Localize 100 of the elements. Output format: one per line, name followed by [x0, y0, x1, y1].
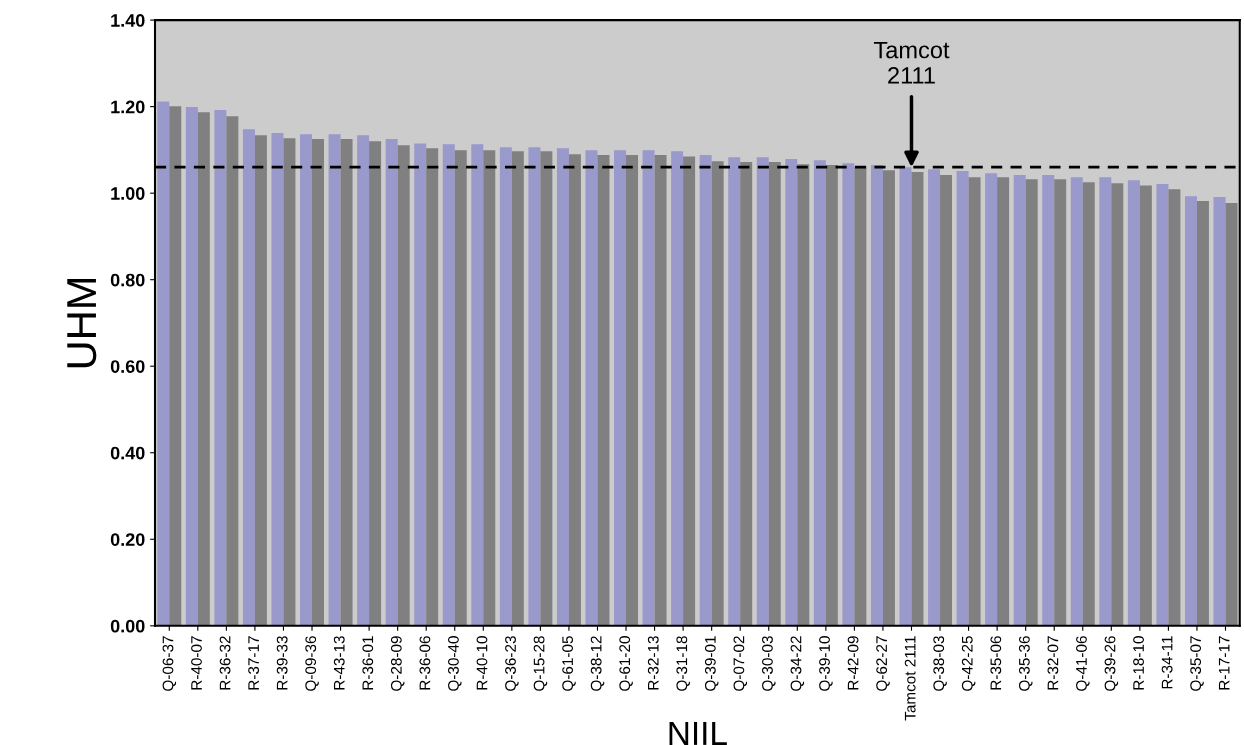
x-tick-label: Q-30-40: [448, 636, 462, 691]
bar: [671, 151, 684, 626]
bar: [1184, 196, 1197, 626]
x-tick-label: Q-30-03: [762, 636, 776, 691]
bar: [626, 155, 639, 626]
x-tick-label: R-39-33: [276, 636, 288, 690]
x-tick-label: R-32-13: [647, 636, 659, 690]
bar: [740, 162, 753, 626]
bar: [312, 139, 324, 626]
x-tick-label: Q-31-18: [676, 636, 690, 691]
bar: [540, 151, 553, 626]
y-tick-label: 0.80: [110, 273, 145, 287]
bar: [654, 155, 667, 626]
bar: [1168, 189, 1181, 626]
bar: [940, 175, 953, 626]
bar: [369, 141, 382, 626]
bar: [1196, 200, 1209, 626]
x-tick-label: Q-15-28: [533, 636, 548, 691]
x-tick-label: Q-38-12: [590, 636, 605, 691]
bar: [797, 164, 810, 626]
bar: [271, 133, 284, 626]
bar: [157, 101, 170, 626]
bar: [385, 139, 398, 626]
x-tick-label: Tamcot 2111: [904, 636, 916, 721]
bar: [226, 116, 239, 626]
bar: [1070, 177, 1083, 626]
x-tick-label: R-17-17: [1218, 636, 1230, 690]
bar: [300, 134, 313, 626]
bar: [585, 150, 598, 626]
bar: [242, 129, 255, 626]
x-tick-label: Q-39-26: [1104, 636, 1119, 691]
y-tick-label: 1.20: [111, 100, 145, 114]
bar: [785, 158, 798, 626]
bar: [825, 165, 838, 626]
bar: [1042, 175, 1055, 626]
bar: [997, 177, 1010, 626]
bar: [1127, 180, 1140, 626]
x-tick-label: Q-39-01: [704, 636, 719, 691]
bar: [511, 151, 524, 626]
bar: [683, 156, 696, 626]
bar: [471, 144, 484, 626]
x-tick-label: R-40-07: [191, 636, 202, 690]
x-tick-label: Q-09-36: [305, 636, 319, 691]
x-tick-label: Q-39-10: [819, 636, 833, 691]
bar: [842, 163, 855, 626]
bar: [528, 147, 541, 626]
x-tick-label: Q-06-37: [162, 636, 177, 691]
bar: [968, 177, 981, 626]
bar: [254, 135, 267, 626]
bar: [985, 173, 998, 626]
bar: [1054, 179, 1067, 626]
bar: [1013, 175, 1026, 626]
x-tick-label: R-40-10: [476, 636, 488, 690]
bar: [597, 155, 610, 626]
bar: [328, 134, 341, 626]
y-tick-label: 1.00: [111, 187, 145, 200]
bar: [642, 150, 655, 626]
bar: [414, 143, 427, 626]
bar: [1099, 177, 1112, 626]
bar: [568, 154, 581, 626]
x-tick-label: R-37-17: [248, 636, 260, 690]
x-tick-label: Q-35-07: [1190, 636, 1204, 691]
bar: [197, 112, 210, 626]
x-tick-label: Q-38-03: [933, 636, 947, 691]
y-tick-label: 1.40: [111, 14, 145, 27]
x-tick-label: R-36-06: [419, 636, 431, 690]
x-tick-label: R-18-10: [1133, 636, 1144, 690]
bar: [768, 162, 781, 626]
bar: [214, 110, 227, 626]
x-tick-label: Q-28-09: [390, 636, 405, 691]
bar: [442, 144, 455, 626]
x-tick-label: R-36-01: [362, 636, 374, 690]
annotation: Tamcot 2111: [873, 41, 950, 84]
x-axis-title: NIIL: [669, 721, 727, 745]
bar: [283, 138, 296, 626]
bar: [483, 150, 496, 626]
bar: [870, 165, 883, 626]
bar: [1025, 179, 1038, 626]
bar: [882, 170, 895, 626]
x-tick-label: R-36-32: [219, 636, 231, 690]
x-tick-label: Q-42-25: [961, 636, 976, 691]
bar: [556, 148, 569, 626]
bar: [813, 160, 826, 626]
bar: [454, 150, 467, 626]
x-tick-label: Q-61-20: [619, 636, 633, 691]
y-tick-label: 0.00: [110, 619, 145, 633]
x-tick-label: Q-36-23: [505, 636, 519, 691]
bar: [1111, 183, 1124, 626]
x-tick-label: R-43-13: [333, 636, 345, 690]
x-tick-label: Q-07-02: [733, 636, 748, 691]
x-tick-label: Q-62-27: [876, 636, 890, 691]
bar: [1139, 185, 1152, 626]
bar: [169, 106, 182, 626]
bar: [911, 171, 924, 626]
bar: [1225, 203, 1238, 626]
x-tick-label: Q-61-05: [562, 636, 576, 691]
bar: [185, 107, 198, 626]
bar: [956, 171, 969, 626]
bar: [426, 148, 439, 626]
x-tick-label: R-35-06: [990, 636, 1002, 690]
